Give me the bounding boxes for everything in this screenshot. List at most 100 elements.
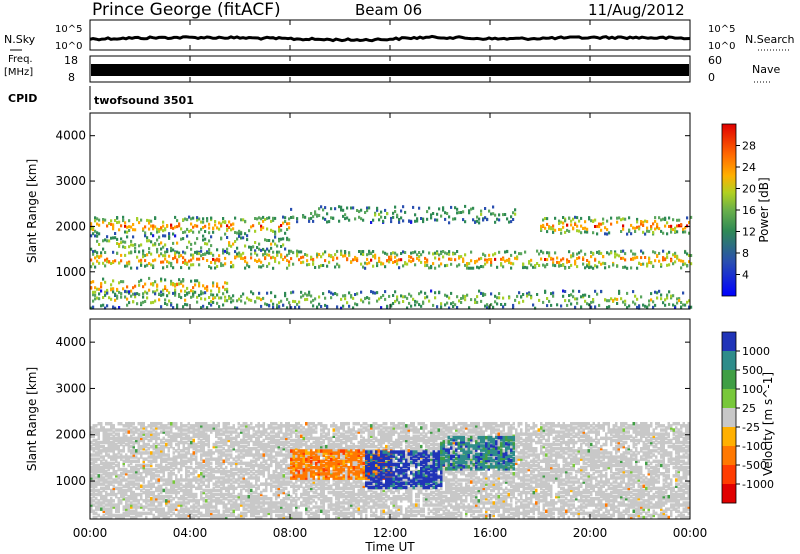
velocity-cell — [270, 451, 273, 455]
velocity-cell — [330, 486, 333, 491]
velocity-cell — [175, 501, 178, 505]
velocity-cell — [320, 440, 323, 445]
velocity-cell — [92, 482, 95, 486]
power-cell — [186, 218, 189, 222]
velocity-cell — [117, 476, 120, 480]
power-cell — [114, 306, 117, 310]
power-cell — [594, 225, 597, 228]
velocity-cell — [182, 497, 185, 501]
power-cell — [428, 206, 431, 210]
power-cell — [96, 239, 99, 243]
velocity-cell — [282, 480, 285, 484]
velocity-cell — [182, 509, 185, 513]
velocity-cell — [310, 428, 313, 432]
velocity-cell — [125, 513, 128, 518]
velocity-cell — [130, 476, 133, 480]
velocity-cell — [290, 432, 293, 436]
power-cell — [220, 222, 223, 226]
power-cell — [492, 305, 495, 309]
velocity-cell — [267, 444, 270, 449]
velocity-cell — [330, 442, 333, 447]
power-cell — [348, 291, 351, 295]
velocity-cell — [197, 501, 200, 505]
velocity-cell — [230, 469, 233, 474]
power-cell — [680, 301, 683, 304]
power-cell — [558, 261, 561, 264]
velocity-cell — [95, 469, 98, 474]
power-cell — [588, 217, 591, 221]
power-cell — [166, 265, 169, 269]
power-cell — [628, 228, 631, 232]
velocity-cell — [157, 488, 160, 493]
velocity-cell — [232, 474, 235, 478]
power-cell — [464, 220, 467, 224]
velocity-cell — [252, 476, 255, 480]
velocity-cell — [135, 478, 138, 482]
velocity-cell — [177, 440, 180, 445]
velocity-cell — [135, 440, 138, 445]
velocity-cell — [167, 442, 170, 447]
velocity-cell — [122, 434, 125, 438]
velocity-cell — [95, 515, 98, 520]
velocity-cell — [140, 497, 143, 501]
velocity-cell — [152, 494, 155, 499]
velocity-cell — [177, 426, 180, 430]
velocity-cell — [290, 430, 293, 434]
power-cell — [610, 251, 613, 255]
velocity-cell — [232, 457, 235, 461]
velocity-cell — [277, 461, 280, 466]
power-cell — [392, 261, 395, 264]
power-cell — [272, 218, 275, 222]
power-cell — [232, 222, 235, 226]
power-cell — [274, 216, 277, 220]
velocity-cell — [205, 424, 208, 428]
velocity-cell — [190, 442, 193, 447]
power-cell — [368, 297, 371, 301]
power-cell — [210, 235, 213, 239]
velocity-cell — [160, 459, 163, 463]
velocity-cell — [300, 430, 303, 434]
velocity-cell — [175, 482, 178, 486]
power-cell — [116, 287, 119, 291]
velocity-cell — [137, 432, 140, 436]
velocity-cell — [307, 494, 310, 499]
power-cell — [484, 254, 487, 258]
velocity-cell — [312, 440, 315, 445]
power-cell — [104, 251, 107, 254]
velocity-cell — [92, 434, 95, 438]
velocity-cell — [230, 486, 233, 491]
power-cell — [118, 281, 121, 285]
power-y-tick-label: 2000 — [55, 219, 86, 233]
power-cell — [392, 294, 395, 297]
power-cell — [448, 296, 451, 300]
velocity-cell — [327, 486, 330, 491]
velocity-cell — [255, 451, 258, 455]
power-cell — [528, 292, 531, 296]
velocity-cell — [265, 444, 268, 449]
velocity-cell — [120, 488, 123, 493]
power-cell — [544, 258, 547, 261]
velocity-cell — [170, 461, 173, 466]
velocity-cell — [252, 467, 255, 472]
velocity-cell — [162, 430, 165, 434]
power-cell — [642, 224, 645, 227]
velocity-cell — [277, 515, 280, 520]
velocity-cell — [102, 436, 105, 441]
velocity-cell — [295, 424, 298, 428]
power-colorbar — [721, 123, 737, 297]
velocity-cell — [322, 426, 325, 430]
power-cell — [202, 253, 205, 256]
velocity-cell — [275, 434, 278, 438]
velocity-cell — [170, 469, 173, 474]
power-cell — [412, 297, 415, 301]
velocity-cell — [190, 457, 193, 461]
velocity-cell — [110, 436, 113, 441]
power-cell — [272, 239, 275, 243]
noise-trace — [89, 34, 691, 43]
velocity-cell — [140, 476, 143, 480]
power-cell — [198, 284, 201, 288]
velocity-cell — [100, 478, 103, 482]
velocity-cell — [150, 436, 153, 441]
velocity-cell — [315, 447, 318, 451]
velocity-cell — [167, 474, 170, 478]
